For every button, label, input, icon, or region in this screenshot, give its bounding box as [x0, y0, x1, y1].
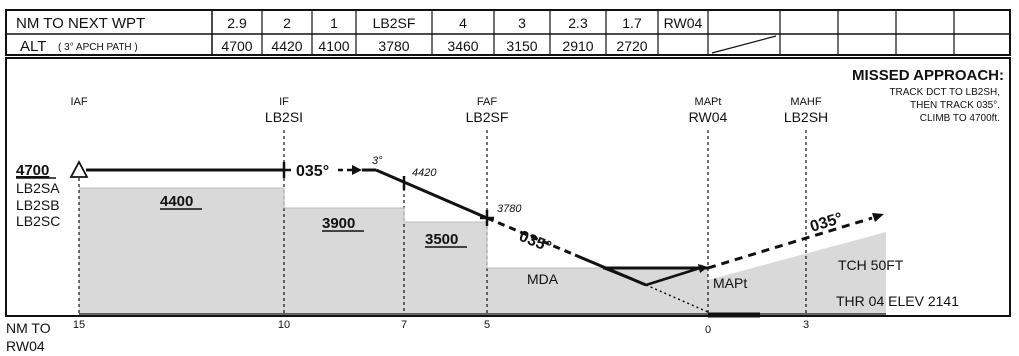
missed-approach-arrow-icon	[872, 213, 884, 222]
axis-tick-3: 3	[803, 319, 809, 331]
faf-name-label: LB2SF	[466, 109, 509, 125]
course-label-if: 035°	[296, 163, 329, 180]
mapt-name-label: RW04	[689, 109, 728, 125]
course-label-final: 035°	[517, 228, 554, 256]
threshold-label: THR 04 ELEV 2141	[836, 293, 959, 309]
intermediate-descent-line	[375, 168, 488, 220]
axis-tick-7: 7	[401, 319, 407, 331]
final-descent-dashed-line	[486, 216, 576, 257]
missed-approach-line-2: THEN TRACK 035°.	[910, 100, 1000, 111]
row-sublabel-altitude: ( 3° APCH PATH )	[58, 42, 138, 53]
mahf-name-label: LB2SH	[784, 109, 828, 125]
iaf-triangle-icon	[69, 160, 89, 178]
alt-cell-4: 3780	[378, 38, 409, 54]
distance-altitude-table: NM TO NEXT WPT ALT ( 3° APCH PATH ) 2.9 …	[5, 9, 1011, 56]
alt-cell-8: 2720	[616, 38, 647, 54]
missed-approach-climb-line	[707, 216, 873, 270]
dist-cell-7: 2.3	[568, 15, 588, 31]
initial-fix-3: LB2SC	[16, 213, 60, 229]
dist-cell-6: 3	[518, 15, 526, 31]
axis-title-line-1: NM TO	[6, 320, 51, 336]
alt-cell-7: 2910	[562, 38, 593, 54]
tch-label: TCH 50FT	[838, 257, 904, 273]
if-course-arrow-icon	[352, 165, 362, 175]
mda-label: MDA	[527, 271, 559, 287]
axis-title-line-2: RW04	[6, 338, 45, 354]
terrain-shading	[79, 188, 886, 314]
rw04-alt-slash	[711, 35, 777, 54]
dist-cell-4: LB2SF	[373, 15, 416, 31]
row-label-altitude: ALT	[20, 38, 46, 55]
missed-approach-line-3: CLIMB TO 4700ft.	[920, 113, 1000, 124]
initial-altitude-label: 4700	[16, 162, 49, 179]
iaf-role-label: IAF	[70, 96, 87, 108]
axis-tick-0: 0	[705, 324, 711, 336]
dist-cell-1: 2.9	[227, 15, 247, 31]
mahf-role-label: MAHF	[790, 96, 821, 108]
initial-fix-2: LB2SB	[16, 197, 60, 213]
faf-role-label: FAF	[477, 96, 497, 108]
missed-approach-line-1: TRACK DCT TO LB2SH,	[889, 87, 1000, 98]
axis-tick-10: 10	[278, 319, 290, 331]
alt-3780-label: 3780	[497, 203, 522, 215]
segment-min-2: 3900	[322, 215, 355, 232]
glidepath-extension-dotted	[645, 284, 709, 313]
axis-tick-5: 5	[484, 319, 490, 331]
if-role-label: IF	[279, 96, 289, 108]
dist-cell-5: 4	[459, 15, 467, 31]
table-border	[5, 9, 1011, 56]
mapt-profile-label: MAPt	[713, 275, 747, 291]
dist-cell-2: 2	[283, 15, 291, 31]
glide-angle-label: 3°	[372, 155, 383, 167]
mapt-arrow-icon	[698, 264, 708, 273]
profile-frame	[5, 57, 1011, 317]
initial-fix-1: LB2SA	[16, 180, 60, 196]
course-label-missed: 035°	[808, 210, 845, 236]
mapt-role-label: MAPt	[695, 96, 722, 108]
alt-cell-3: 4100	[318, 38, 349, 54]
if-name-label: LB2SI	[265, 109, 303, 125]
segment-min-3: 3500	[425, 231, 458, 248]
alt-cell-5: 3460	[447, 38, 478, 54]
alt-cell-1: 4700	[221, 38, 252, 54]
dist-cell-8: 1.7	[622, 15, 642, 31]
alt-4420-label: 4420	[412, 167, 437, 179]
segment-min-1: 4400	[160, 193, 193, 210]
axis-tick-15: 15	[73, 319, 85, 331]
missed-approach-title: MISSED APPROACH:	[852, 67, 1004, 84]
dist-cell-9: RW04	[664, 15, 703, 31]
row-label-distance: NM TO NEXT WPT	[16, 15, 145, 32]
dist-cell-3: 1	[330, 15, 338, 31]
alt-cell-2: 4420	[271, 38, 302, 54]
alt-cell-6: 3150	[506, 38, 537, 54]
